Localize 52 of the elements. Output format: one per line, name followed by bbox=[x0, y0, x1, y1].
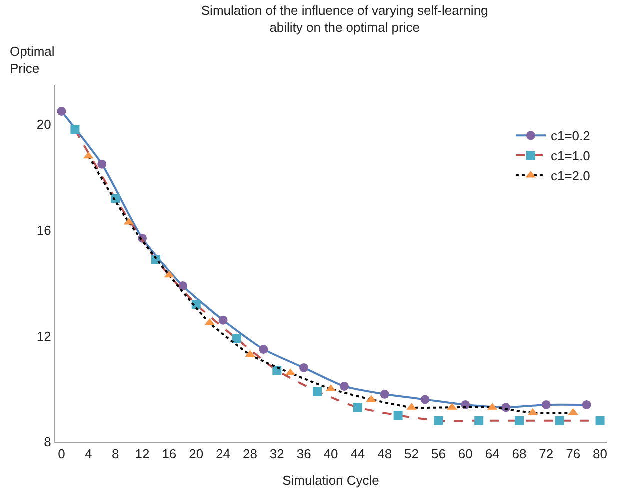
x-tick-label: 36 bbox=[296, 446, 312, 462]
point bbox=[218, 316, 228, 325]
legend-label: c1=0.2 bbox=[550, 128, 590, 144]
point bbox=[232, 334, 242, 344]
chart-title: Simulation of the influence of varying self-learning ability on the optimal price bbox=[201, 2, 488, 35]
x-tick-label: 48 bbox=[378, 446, 392, 462]
x-tick-label: 0 bbox=[58, 446, 66, 462]
point bbox=[380, 390, 390, 399]
point bbox=[313, 387, 322, 396]
point bbox=[420, 395, 430, 404]
point bbox=[70, 125, 80, 134]
x-tick-label: 28 bbox=[242, 446, 258, 462]
point bbox=[474, 416, 484, 426]
point bbox=[57, 106, 66, 116]
point bbox=[259, 344, 268, 354]
point bbox=[394, 411, 403, 420]
x-tick-label: 64 bbox=[485, 446, 500, 462]
point bbox=[434, 416, 444, 426]
legend-label: c1=2.0 bbox=[550, 168, 590, 184]
x-tick-label: 8 bbox=[112, 446, 120, 462]
point bbox=[582, 400, 592, 410]
x-tick-label: 52 bbox=[404, 446, 420, 462]
x-tick-label: 32 bbox=[270, 446, 284, 462]
x-tick-label: 24 bbox=[216, 446, 231, 462]
x-tick-label: 72 bbox=[539, 446, 554, 462]
x-tick-label: 12 bbox=[135, 446, 150, 462]
point bbox=[98, 160, 107, 169]
x-tick-label: 20 bbox=[189, 446, 204, 462]
x-axis-title: Simulation Cycle bbox=[282, 473, 380, 488]
point bbox=[340, 382, 349, 391]
x-tick-label: 16 bbox=[162, 446, 177, 462]
y-tick-label: 8 bbox=[44, 434, 52, 450]
x-tick-label: 68 bbox=[512, 446, 527, 462]
point bbox=[514, 416, 524, 426]
point bbox=[353, 403, 362, 412]
x-tick-label: 44 bbox=[350, 446, 366, 462]
point bbox=[111, 194, 120, 204]
y-tick-label: 16 bbox=[36, 222, 52, 238]
legend-label: c1=1.0 bbox=[550, 148, 590, 164]
point bbox=[555, 416, 564, 426]
x-tick-label: 40 bbox=[324, 446, 338, 462]
y-tick-label: 12 bbox=[36, 328, 52, 344]
y-axis-title: Optimal Price bbox=[10, 44, 55, 76]
x-tick-label: 60 bbox=[458, 446, 473, 462]
x-tick-label: 76 bbox=[566, 446, 581, 462]
x-tick-label: 4 bbox=[85, 446, 92, 462]
point bbox=[542, 400, 551, 410]
y-tick-label: 20 bbox=[36, 117, 52, 132]
x-tick-label: 56 bbox=[431, 446, 446, 462]
x-tick-label: 80 bbox=[593, 446, 608, 462]
point bbox=[596, 416, 605, 426]
point bbox=[300, 363, 309, 372]
